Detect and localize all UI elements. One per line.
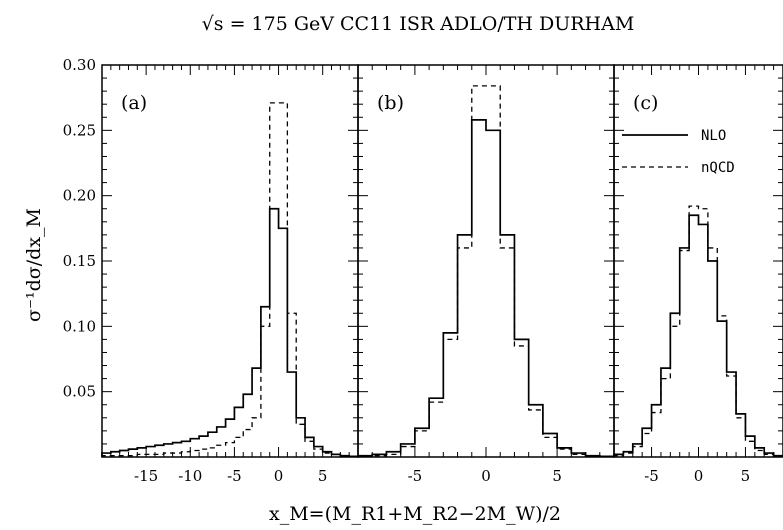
- histogram-nqcd: [357, 85, 614, 457]
- panel-c: -5 0 5 (c): [613, 64, 783, 485]
- panel-label: (c): [633, 92, 658, 114]
- panel-label: (a): [121, 92, 147, 114]
- legend-label: nQCD: [701, 160, 735, 176]
- panel-frame: [613, 64, 783, 458]
- panel-label: (b): [377, 92, 404, 114]
- y-tick-label: 0.15: [63, 252, 96, 270]
- y-tick-label: 0.30: [63, 56, 96, 74]
- y-tick-label: 0.25: [63, 121, 96, 139]
- histogram-nlo: [101, 207, 358, 458]
- legend: NLO nQCD: [622, 128, 735, 176]
- x-tick-label: -5: [408, 467, 423, 485]
- x-tick-label: -5: [644, 467, 659, 485]
- x-tick-label: 5: [552, 467, 562, 485]
- histogram-nqcd: [101, 102, 358, 457]
- histogram-nlo: [357, 119, 614, 458]
- histogram-nlo: [613, 214, 783, 457]
- y-tick-label: 0.05: [63, 383, 96, 401]
- y-tick-label: 0.20: [63, 187, 96, 205]
- y-tick-label: 0.10: [63, 317, 96, 335]
- x-tick-label: -5: [227, 467, 242, 485]
- x-tick-label: -15: [134, 467, 158, 485]
- x-tick-label: 0: [274, 467, 284, 485]
- x-tick-label: -10: [178, 467, 202, 485]
- x-tick-label: 5: [318, 467, 328, 485]
- histogram-nqcd: [613, 205, 783, 457]
- x-axis-label: x_M=(M_R1+M_R2−2M_W)/2: [269, 503, 561, 525]
- x-tick-label: 5: [741, 467, 751, 485]
- panel-frame: [101, 64, 359, 458]
- y-axis-label: σ⁻¹dσ/dx_M: [23, 208, 45, 322]
- chart-title: √s = 175 GeV CC11 ISR ADLO/TH DURHAM: [202, 13, 635, 35]
- plot-area: 0.05 0.10 0.15 0.20 0.25 0.30 -15 -10 -5 0 5 (a) -5 0…: [63, 56, 783, 485]
- x-tick-label: 0: [694, 467, 704, 485]
- panel-b: -5 0 5 (b): [357, 64, 615, 485]
- y-axis-label-text: σ⁻¹dσ/dx_M: [23, 208, 45, 322]
- x-tick-label: 0: [481, 467, 491, 485]
- legend-label: NLO: [701, 128, 726, 144]
- panel-a: -15 -10 -5 0 5 (a): [101, 64, 359, 485]
